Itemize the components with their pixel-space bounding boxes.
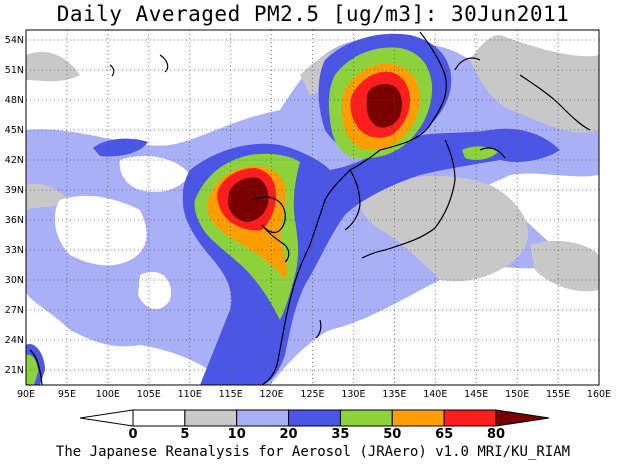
colorbar-level-label: 20: [280, 427, 298, 442]
colorbar-level-label: 50: [383, 427, 401, 442]
contour-over-80-a: [228, 177, 269, 222]
lon-tick-label: 90E: [17, 389, 35, 400]
colorbar-level-label: 65: [435, 427, 453, 442]
lat-tick-label: 54N: [5, 35, 24, 46]
colorbar-level-label: 0: [128, 427, 137, 442]
colorbar-level-label: 80: [487, 427, 505, 442]
contour-over-80-b: [366, 84, 402, 128]
latitude-axis: 21N 24N 27N 30N 33N 36N 39N 42N 45N 48N 51N 54N: [5, 35, 24, 376]
lon-tick-label: 135E: [382, 389, 406, 400]
contour-0-5-c: [138, 271, 171, 310]
colorbar-box: [184, 409, 238, 427]
lat-tick-label: 33N: [5, 245, 24, 256]
colorbar-box: [132, 409, 186, 427]
contour-20-35-c: [93, 138, 148, 157]
lat-tick-label: 27N: [5, 305, 24, 316]
colorbar-box: [288, 409, 341, 427]
contour-0-5-a: [54, 195, 147, 266]
contour-35-50-c: [462, 146, 498, 160]
colorbar-high-arrow: [495, 409, 550, 427]
concentration-field: [26, 31, 599, 385]
colorbar-box: [339, 409, 393, 427]
contour-0-5-b: [119, 155, 190, 192]
colorbar-level-label: 5: [180, 427, 189, 442]
lon-tick-label: 145E: [464, 389, 488, 400]
colorbar-box: [443, 409, 497, 427]
lat-tick-label: 51N: [5, 65, 24, 76]
lat-tick-label: 36N: [5, 215, 24, 226]
colorbar-box: [391, 409, 445, 427]
lon-tick-label: 100E: [96, 389, 120, 400]
map-frame: [25, 29, 600, 386]
lat-tick-label: 48N: [5, 95, 24, 106]
lon-tick-label: 95E: [58, 389, 76, 400]
lon-tick-label: 160E: [587, 389, 611, 400]
colorbar-level-label: 35: [331, 427, 349, 442]
lat-tick-label: 30N: [5, 275, 24, 286]
lon-tick-label: 110E: [178, 389, 202, 400]
lat-tick-label: 24N: [5, 335, 24, 346]
colorbar: 0 5 10 20 35 50 65 80: [79, 409, 550, 442]
coastlines: [29, 31, 591, 385]
longitude-axis: 90E 95E 100E 105E 110E 115E 120E 125E 130E 135E 14…: [17, 389, 611, 400]
contour-35-50-d: [26, 354, 38, 385]
lon-tick-label: 125E: [300, 389, 324, 400]
footer-credit: The Japanese Reanalysis for Aerosol (JRA…: [55, 444, 571, 460]
lon-tick-label: 115E: [219, 389, 243, 400]
contour-5-10-e: [530, 240, 599, 292]
colorbar-low-arrow: [79, 409, 134, 427]
lon-tick-label: 130E: [341, 389, 365, 400]
lat-tick-label: 21N: [5, 365, 24, 376]
colorbar-box: [236, 409, 290, 427]
map-title: Daily Averaged PM2.5 [ug/m3]: 30Jun2011: [56, 2, 570, 26]
colorbar-level-label: 10: [228, 427, 246, 442]
contour-5-10-c: [470, 35, 599, 133]
lat-tick-label: 42N: [5, 155, 24, 166]
lon-tick-label: 120E: [260, 389, 284, 400]
lon-tick-label: 155E: [546, 389, 570, 400]
lon-tick-label: 140E: [423, 389, 447, 400]
lat-tick-label: 39N: [5, 185, 24, 196]
lon-tick-label: 105E: [137, 389, 161, 400]
lat-tick-label: 45N: [5, 125, 24, 136]
contour-5-10-d: [358, 175, 529, 282]
contour-5-10-a: [26, 51, 80, 82]
lon-tick-label: 150E: [505, 389, 529, 400]
